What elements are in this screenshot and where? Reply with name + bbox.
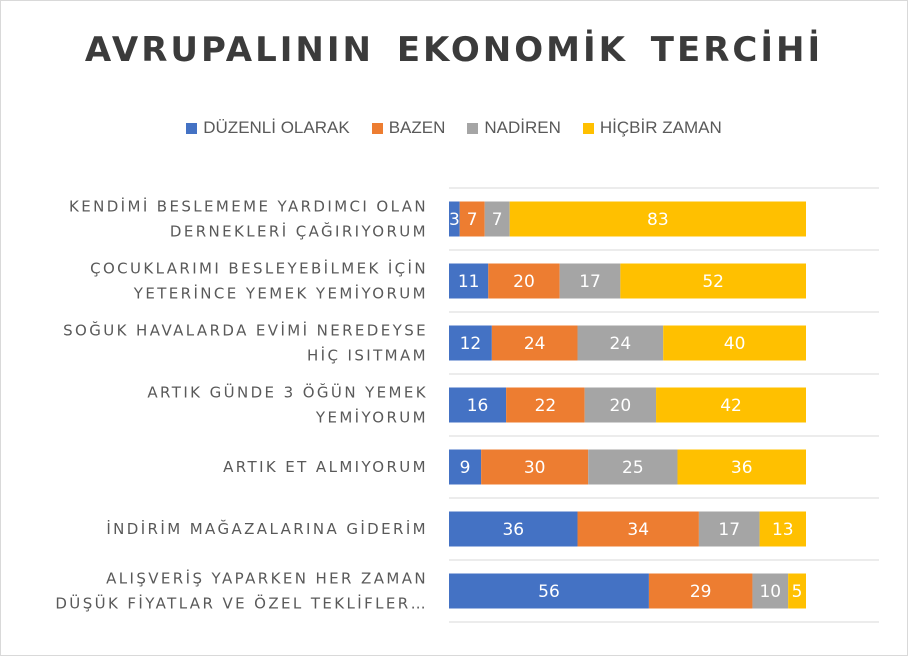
legend-item: HİÇBİR ZAMAN <box>582 118 722 138</box>
data-label: 20 <box>610 396 632 416</box>
bar-segment <box>488 263 560 299</box>
legend-swatch <box>467 122 479 134</box>
bar-segment <box>577 325 664 361</box>
data-label: 20 <box>513 272 535 292</box>
legend-swatch <box>582 122 594 134</box>
data-label: 22 <box>535 396 557 416</box>
legend-label: DÜZENLİ OLARAK <box>203 118 350 137</box>
bar-segment <box>698 511 760 547</box>
data-label: 56 <box>538 582 560 602</box>
bar-segment <box>663 325 806 361</box>
category-label-line: DÜŞÜK FİYATLAR VE ÖZEL TEKLİFLER… <box>55 594 428 613</box>
data-label: 17 <box>718 520 740 540</box>
category-label-line: HİÇ ISITMAM <box>307 346 428 365</box>
category-label-line: SOĞUK HAVALARDA EVİMİ NEREDEYSE <box>63 321 428 340</box>
bar-segment <box>656 387 806 423</box>
bar-segment <box>788 573 806 609</box>
bar-segment <box>509 201 806 237</box>
data-label: 16 <box>467 396 489 416</box>
bar-segment <box>677 449 806 485</box>
data-label: 36 <box>502 520 524 540</box>
legend-label: HİÇBİR ZAMAN <box>599 118 722 137</box>
category-label-line: ALIŞVERİŞ YAPARKEN HER ZAMAN <box>106 569 428 588</box>
bar-segment <box>759 511 806 547</box>
bar-segment <box>449 263 489 299</box>
category-label: SOĞUK HAVALARDA EVİMİ NEREDEYSE HİÇ ISITM… <box>63 321 428 365</box>
data-label: 7 <box>492 210 503 230</box>
legend-swatch <box>186 122 198 134</box>
data-label: 5 <box>792 582 803 602</box>
category-label: ARTIK GÜNDE 3 ÖĞÜN YEMEK YEMİYORUM <box>147 383 428 427</box>
legend-label: BAZEN <box>388 118 446 137</box>
category-label-line: KENDİMİ BESLEMEME YARDIMCI OLAN <box>69 197 428 216</box>
category-label-line: ÇOCUKLARIMI BESLEYEBİLMEK İÇİN <box>90 259 428 278</box>
data-label: 13 <box>772 520 794 540</box>
legend-item: DÜZENLİ OLARAK <box>186 118 350 138</box>
data-label: 40 <box>724 334 746 354</box>
category-label-line: YETERİNCE YEMEK YEMİYORUM <box>133 284 428 303</box>
bar-segment <box>459 201 485 237</box>
category-label-line: DERNEKLERİ ÇAĞIRIYORUM <box>170 222 428 241</box>
bar-segment <box>481 449 589 485</box>
data-label: 24 <box>610 334 632 354</box>
data-label: 29 <box>690 582 712 602</box>
category-label: İNDİRİM MAĞAZALARINA GİDERİM <box>106 519 428 538</box>
bar-segment <box>484 201 510 237</box>
bar-segment <box>449 573 649 609</box>
category-label-line: İNDİRİM MAĞAZALARINA GİDERİM <box>106 519 428 538</box>
data-label: 10 <box>759 582 781 602</box>
bar-segment <box>506 387 585 423</box>
category-label: ÇOCUKLARIMI BESLEYEBİLMEK İÇİN YETERİNCE … <box>90 259 428 303</box>
data-label: 52 <box>702 272 724 292</box>
bar-segment <box>449 449 482 485</box>
data-label: 7 <box>467 210 478 230</box>
legend-item: NADİREN <box>467 118 561 138</box>
category-label-line: YEMİYORUM <box>315 408 428 427</box>
data-label: 25 <box>622 458 644 478</box>
bar-segment <box>577 511 699 547</box>
bar-segment <box>449 325 492 361</box>
category-label-line: ARTIK ET ALMIYORUM <box>223 458 428 476</box>
data-label: 30 <box>524 458 546 478</box>
data-label: 9 <box>460 458 471 478</box>
bar-segment <box>648 573 753 609</box>
legend-label: NADİREN <box>484 118 561 137</box>
bar-segment <box>491 325 578 361</box>
bar-segment <box>449 511 578 547</box>
chart-legend: DÜZENLİ OLARAK BAZEN NADİREN HİÇBİR ZAMAN <box>0 118 908 138</box>
bar-segment <box>588 449 678 485</box>
data-label: 11 <box>458 272 480 292</box>
data-label: 34 <box>627 520 649 540</box>
data-label: 36 <box>731 458 753 478</box>
data-label: 17 <box>579 272 601 292</box>
data-label: 3 <box>449 210 460 230</box>
legend-item: BAZEN <box>371 118 446 138</box>
category-label-line: ARTIK GÜNDE 3 ÖĞÜN YEMEK <box>147 383 428 402</box>
data-label: 42 <box>720 396 742 416</box>
bar-segment <box>449 387 507 423</box>
data-label: 24 <box>524 334 546 354</box>
bar-segment <box>752 573 789 609</box>
category-label: KENDİMİ BESLEMEME YARDIMCI OLAN DERNEKLER… <box>69 197 428 241</box>
category-label: ARTIK ET ALMIYORUM <box>223 458 428 476</box>
bar-segment <box>449 201 460 237</box>
chart-title: AVRUPALININ EKONOMİK TERCİHİ <box>84 30 824 70</box>
legend-swatch <box>371 122 383 134</box>
category-label: ALIŞVERİŞ YAPARKEN HER ZAMAN DÜŞÜK FİYATL… <box>55 569 428 613</box>
bar-segment <box>584 387 657 423</box>
data-label: 12 <box>460 334 482 354</box>
bar-segment <box>620 263 806 299</box>
bar-segment <box>559 263 621 299</box>
data-label: 83 <box>647 210 669 230</box>
